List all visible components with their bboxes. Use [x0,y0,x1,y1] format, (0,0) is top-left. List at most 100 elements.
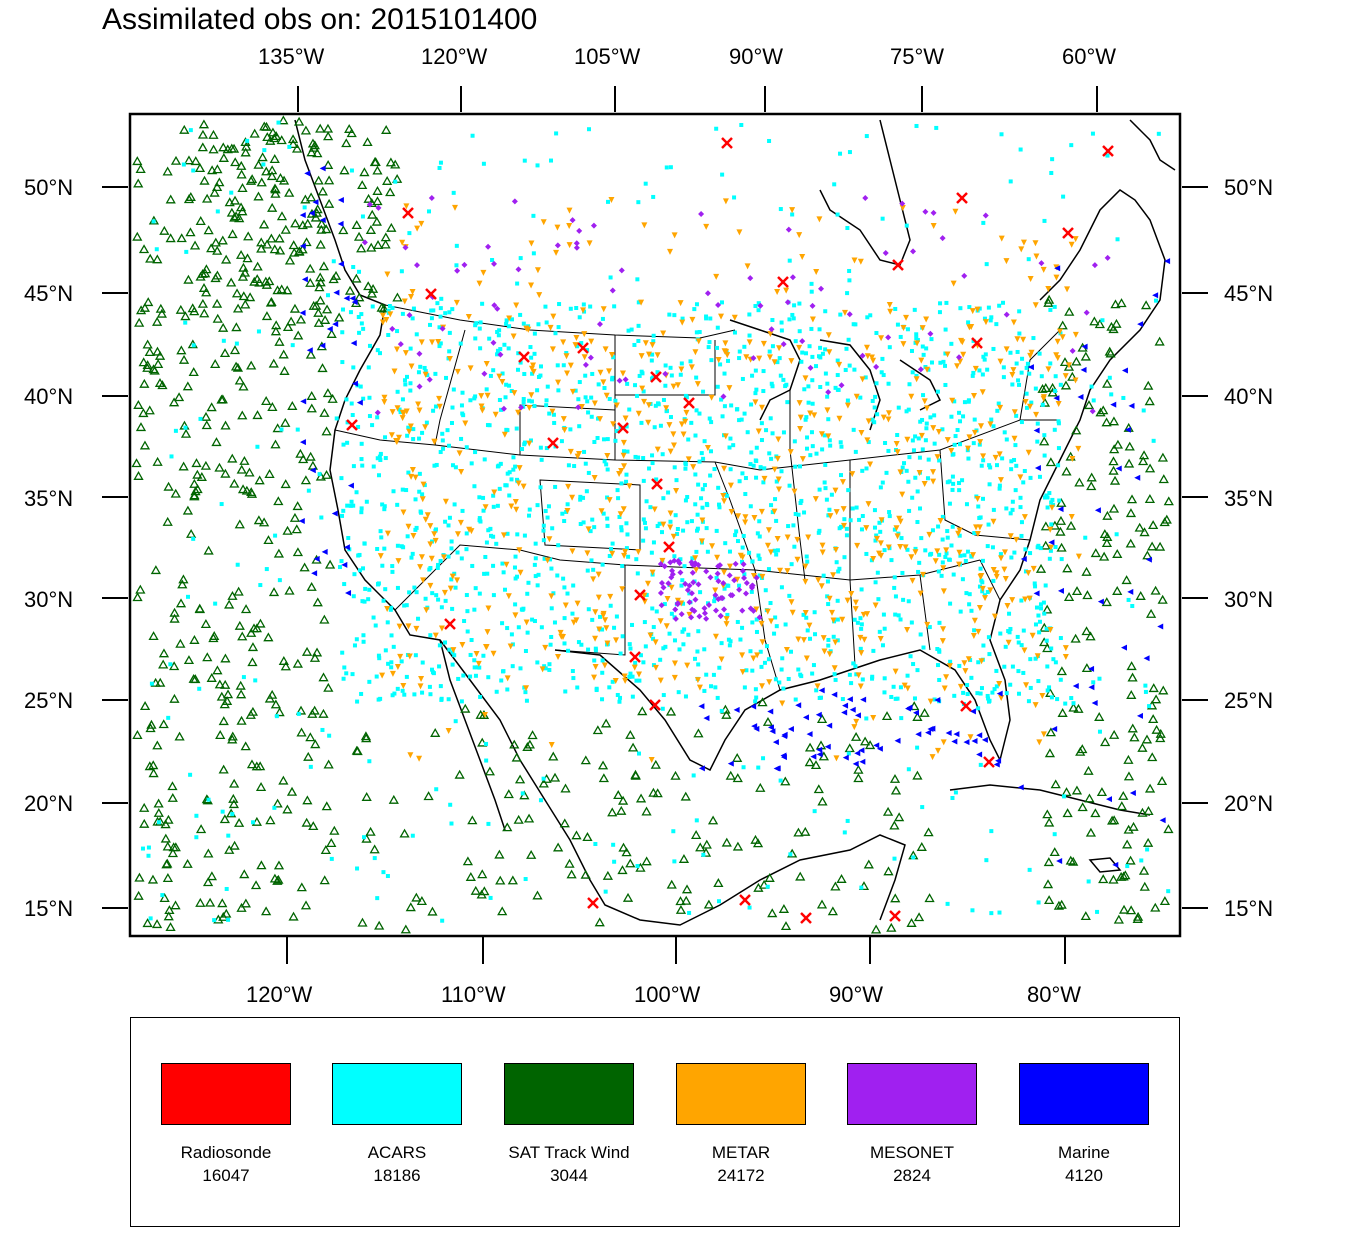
acars-marker [583,373,588,378]
sat-track-wind-marker [1123,458,1135,468]
mesonet-marker [939,235,946,242]
sat-track-wind-marker [339,165,350,175]
acars-marker [400,487,405,492]
acars-marker [308,764,313,769]
acars-marker [624,424,629,429]
sat-track-wind-marker [1056,497,1067,507]
acars-marker [528,438,533,443]
metar-marker [872,602,879,609]
sat-track-wind-marker [306,147,317,157]
acars-marker [655,370,660,375]
acars-marker [1050,157,1055,162]
sat-track-wind-marker [670,770,681,780]
acars-marker [791,316,796,321]
sat-track-wind-marker [341,138,352,148]
sat-track-wind-marker [165,922,176,932]
mesonet-marker [658,580,665,587]
sat-track-wind-marker [139,302,150,312]
acars-marker [565,502,570,507]
acars-marker [500,669,505,674]
sat-track-wind-marker [804,757,815,767]
acars-marker [498,347,503,352]
acars-marker [737,349,742,354]
sat-track-wind-marker [192,484,203,494]
metar-marker [1068,241,1075,248]
acars-marker [440,431,445,436]
sat-track-wind-marker [890,785,902,795]
metar-marker [548,593,555,600]
sat-track-wind-marker [532,890,543,900]
mesonet-marker [768,326,775,333]
acars-marker [557,302,562,307]
acars-marker [515,477,520,482]
metar-marker [956,527,963,534]
metar-marker [396,623,403,630]
sat-track-wind-marker [206,402,217,412]
acars-marker [845,398,850,403]
sat-track-wind-marker [221,695,233,705]
acars-marker [438,341,443,346]
acars-marker [654,477,659,482]
sat-track-wind-marker [263,632,274,642]
acars-marker [532,331,537,336]
metar-marker [1064,286,1071,293]
sat-track-wind-marker [275,173,286,183]
acars-marker [370,423,375,428]
marine-marker [1057,506,1064,513]
mesonet-marker [490,339,497,346]
sat-track-wind-marker [256,243,267,253]
metar-marker [666,422,673,429]
metar-marker [799,253,806,260]
acars-marker [411,306,416,311]
acars-marker [1009,467,1014,472]
sat-track-wind-marker [1074,477,1085,487]
sat-track-wind-marker [1148,683,1159,693]
sat-track-wind-marker [190,156,201,166]
acars-marker [388,607,393,612]
sat-track-wind-marker [1081,566,1092,576]
sat-track-wind-marker [695,842,706,852]
acars-marker [390,569,395,574]
sat-track-wind-marker [264,693,275,703]
acars-marker [414,332,419,337]
acars-marker [630,674,635,679]
sat-track-wind-marker [195,897,206,907]
mesonet-marker [658,602,665,609]
acars-marker [808,636,813,641]
sat-track-wind-marker [182,858,193,868]
metar-marker [506,315,513,322]
acars-marker [770,318,775,323]
metar-marker [803,655,810,662]
metar-marker [982,595,989,602]
mesonet-marker [807,364,814,371]
acars-marker [395,502,400,507]
sat-track-wind-marker [261,166,272,176]
metar-marker [820,635,827,642]
marine-marker [1110,401,1117,408]
mesonet-marker [750,607,757,614]
acars-marker [650,453,655,458]
acars-marker [757,534,762,539]
metar-marker [1045,286,1052,293]
acars-marker [763,588,768,593]
acars-marker [456,676,461,681]
metar-marker [1009,372,1016,379]
sat-track-wind-marker [618,842,629,852]
acars-marker [651,625,656,630]
acars-marker [600,658,605,663]
top-lon-label: 105°W [574,44,641,69]
sat-track-wind-marker [1065,855,1076,865]
acars-marker [490,258,495,263]
sat-track-wind-marker [912,770,923,780]
acars-marker [151,219,156,224]
marine-marker [326,326,333,333]
acars-marker [1006,629,1011,634]
metar-marker [668,584,675,591]
acars-marker [891,684,896,689]
acars-marker [1044,626,1049,631]
sat-track-wind-marker [1063,592,1075,602]
mesonet-marker [573,244,580,251]
metar-marker [885,544,892,551]
acars-marker [845,818,850,823]
mesonet-marker [686,582,693,589]
